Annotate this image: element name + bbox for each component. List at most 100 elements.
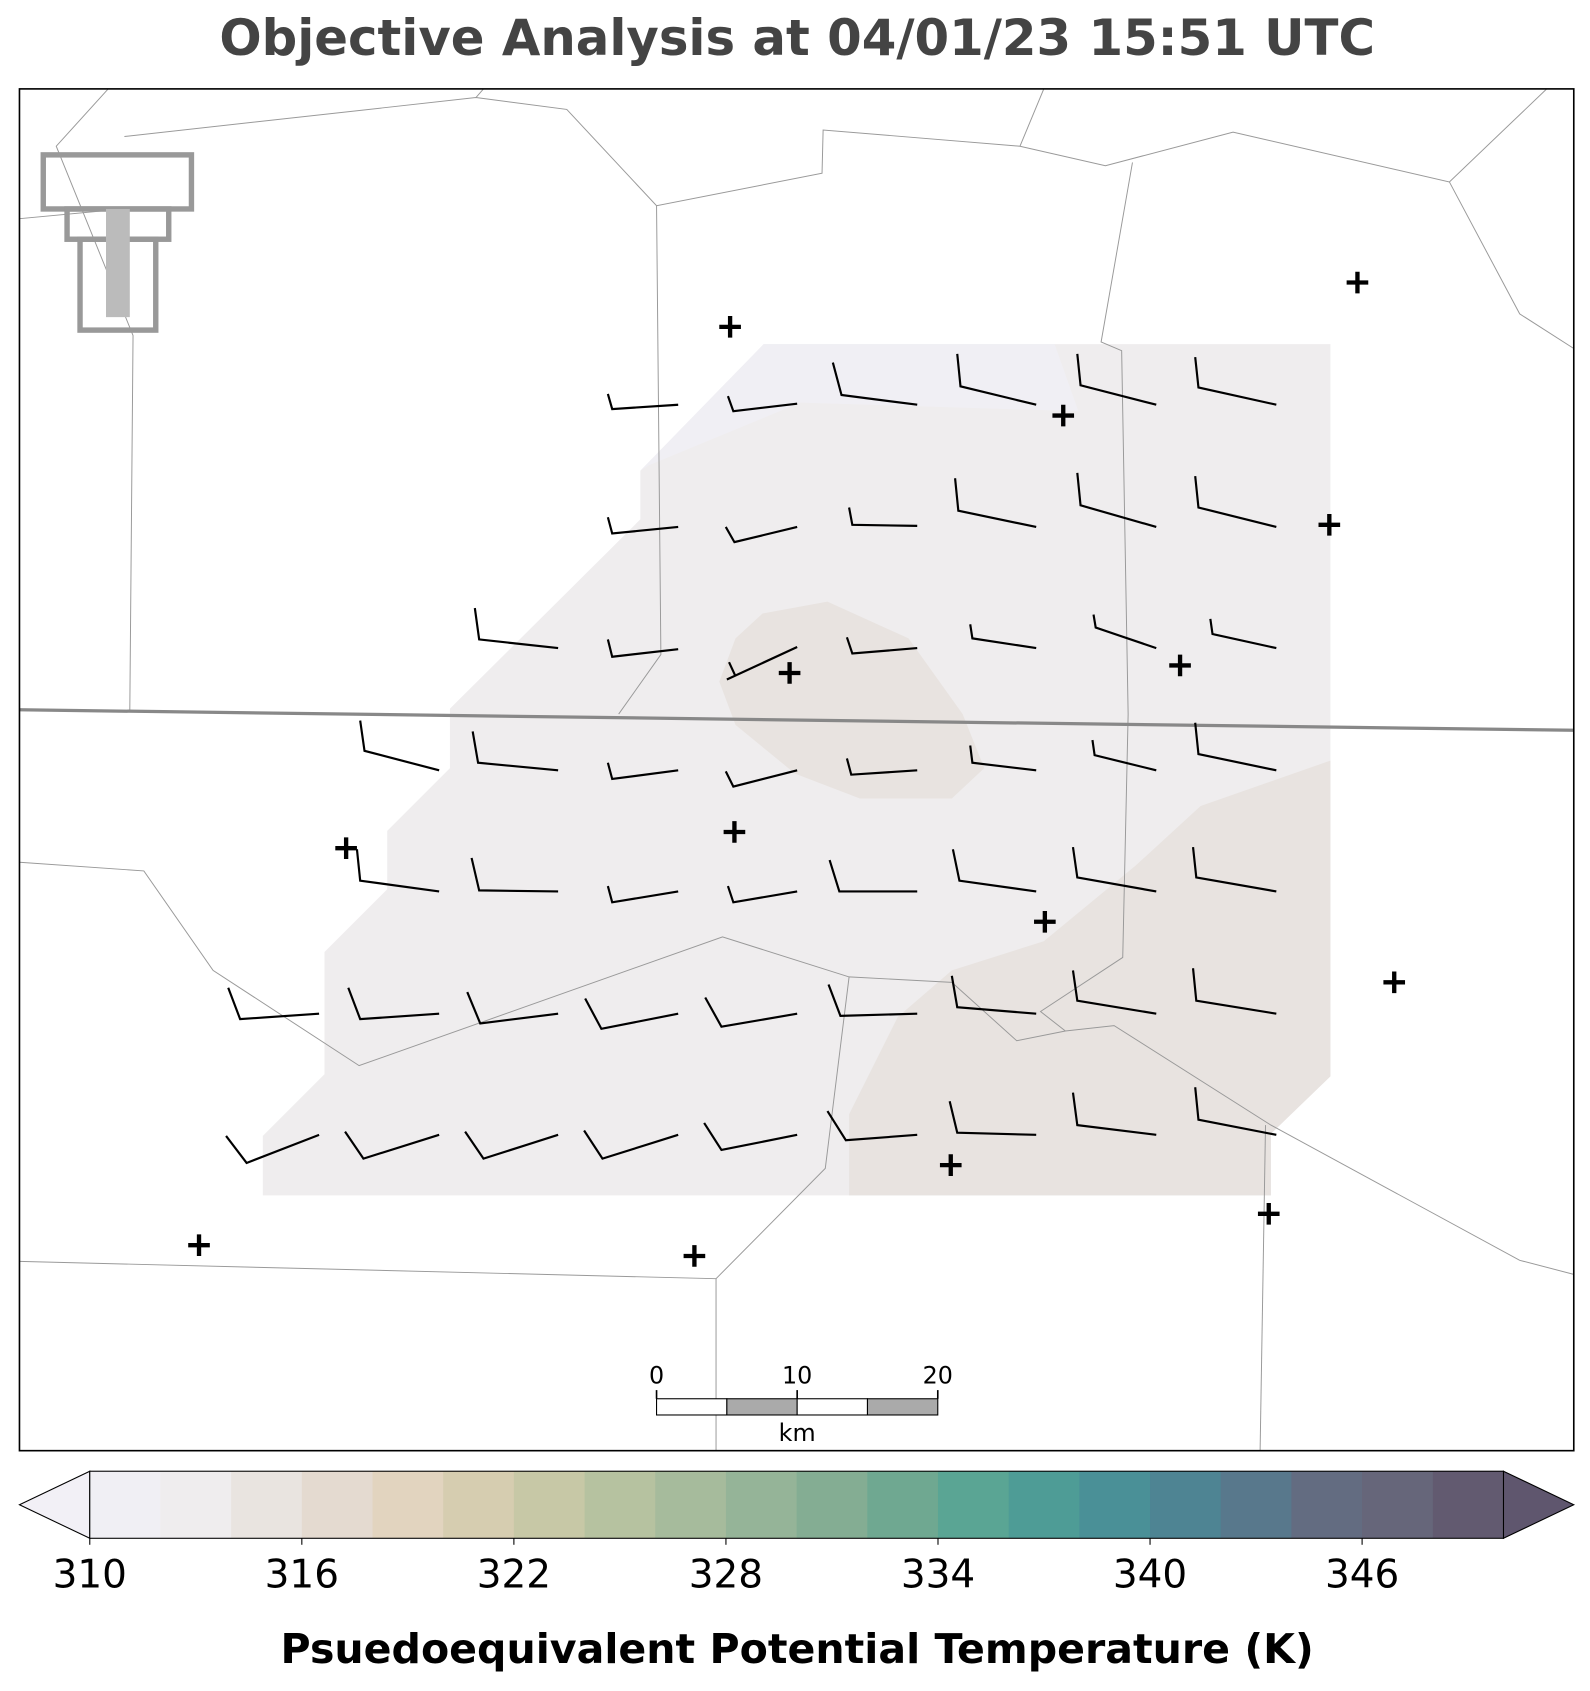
colorbar-segment (301, 1471, 374, 1539)
colorbar-tick-label: 334 (901, 1553, 975, 1598)
wind-barb (584, 998, 679, 1031)
wind-barb (466, 991, 559, 1025)
wind-barb (470, 857, 559, 893)
station-marker (683, 1245, 706, 1267)
wind-barb (845, 636, 918, 655)
logo (40, 152, 195, 333)
colorbar-segment (937, 1471, 1010, 1539)
colorbar-segment (513, 1471, 586, 1539)
wind-barb (1194, 1087, 1277, 1136)
wind-barb (726, 885, 798, 904)
wind-barb (1209, 618, 1277, 650)
wind-barb (828, 859, 918, 893)
wind-barb (227, 987, 320, 1021)
wind-barb (845, 758, 918, 776)
map-panel: 0 10 20 km (18, 88, 1575, 1452)
scale-segment (656, 1398, 728, 1416)
colorbar-segment (1432, 1471, 1505, 1539)
station-marker (939, 1154, 962, 1176)
station-marker (723, 821, 746, 843)
colorbar-segment (584, 1471, 656, 1539)
wind-barb (606, 885, 679, 904)
station-marker (188, 1234, 210, 1256)
wind-barb (344, 1130, 440, 1160)
wind-barb (473, 607, 559, 650)
colorbar-segment (1079, 1471, 1151, 1539)
station-marker (1169, 654, 1191, 677)
wind-barb (704, 996, 798, 1028)
colorbar-label: Psuedoequivalent Potential Temperature (… (281, 1625, 1314, 1673)
wind-barb (1076, 353, 1157, 406)
colorbar-tick-label: 322 (477, 1553, 551, 1598)
wind-barb (1194, 357, 1277, 406)
wind-barb (724, 769, 798, 788)
colorbar-segment (443, 1471, 515, 1539)
wind-barb (948, 1101, 1037, 1136)
colorbar-segment (725, 1471, 798, 1539)
wind-barb (969, 624, 1037, 650)
wind-barb (826, 1110, 918, 1142)
scale-label: 0 (649, 1362, 664, 1390)
shaded-region (640, 344, 1079, 471)
colorbar-extend-high (1502, 1470, 1576, 1540)
scale-segment (726, 1398, 798, 1416)
state-line (19, 708, 1574, 732)
wind-barb (1191, 968, 1277, 1015)
wind-barb (827, 984, 918, 1017)
scale-bar: 0 10 20 km (649, 1362, 953, 1447)
wind-barb (950, 975, 1037, 1015)
station-marker (1034, 910, 1056, 933)
station-marker (1383, 971, 1406, 994)
wind-barb (954, 478, 1037, 529)
colorbar-tick-label: 316 (265, 1553, 339, 1598)
wind-barb (606, 516, 679, 535)
colorbar-segment (89, 1471, 162, 1539)
station-marker (1318, 513, 1341, 536)
wind-barb (726, 646, 798, 681)
wind-barb (1092, 614, 1157, 650)
wind-barb (1194, 722, 1277, 772)
wind-barb (831, 362, 918, 406)
station-marker (1257, 1202, 1280, 1225)
scale-segment (866, 1398, 939, 1416)
wind-barb (225, 1133, 320, 1165)
scale-unit: km (779, 1419, 816, 1447)
colorbar-segment (1008, 1471, 1080, 1539)
colorbar-segment (796, 1471, 868, 1539)
colorbar-tick-label: 346 (1325, 1553, 1399, 1598)
wind-barb (471, 731, 559, 772)
colorbar-frame (89, 1470, 1505, 1539)
colorbar-segment (1362, 1471, 1434, 1539)
colorbar-extend-low (18, 1470, 91, 1540)
colorbar-segment (655, 1471, 727, 1539)
scale-segment (796, 1398, 869, 1416)
stations (188, 271, 1406, 1267)
colorbar-segment (1220, 1471, 1292, 1539)
scale-label: 10 (782, 1362, 812, 1390)
wind-barb (728, 661, 737, 677)
wind-barb (606, 639, 679, 658)
title: Objective Analysis at 04/01/23 15:51 UTC (219, 9, 1375, 67)
wind-barb (724, 525, 798, 544)
station-marker (1052, 404, 1075, 427)
colorbar-tick-label: 340 (1113, 1553, 1187, 1598)
wind-barb (355, 849, 440, 893)
wind-barb (1071, 970, 1157, 1015)
colorbar-segment (867, 1471, 939, 1539)
wind-barb (951, 849, 1037, 893)
shaded-region (719, 601, 985, 799)
colorbar-tick-label: 328 (689, 1553, 763, 1598)
wind-barb (848, 507, 918, 527)
colorbar-tick-label: 310 (53, 1553, 127, 1598)
colorbar-segment (160, 1471, 232, 1539)
colorbar-segment (231, 1471, 303, 1539)
wind-barb (1071, 846, 1157, 893)
wind-barb (347, 987, 440, 1021)
wind-barb (969, 745, 1037, 772)
colorbar-segment (372, 1471, 444, 1539)
wind-barb (1071, 1092, 1157, 1136)
wind-barb (464, 1130, 559, 1160)
wind-barb (606, 762, 679, 781)
